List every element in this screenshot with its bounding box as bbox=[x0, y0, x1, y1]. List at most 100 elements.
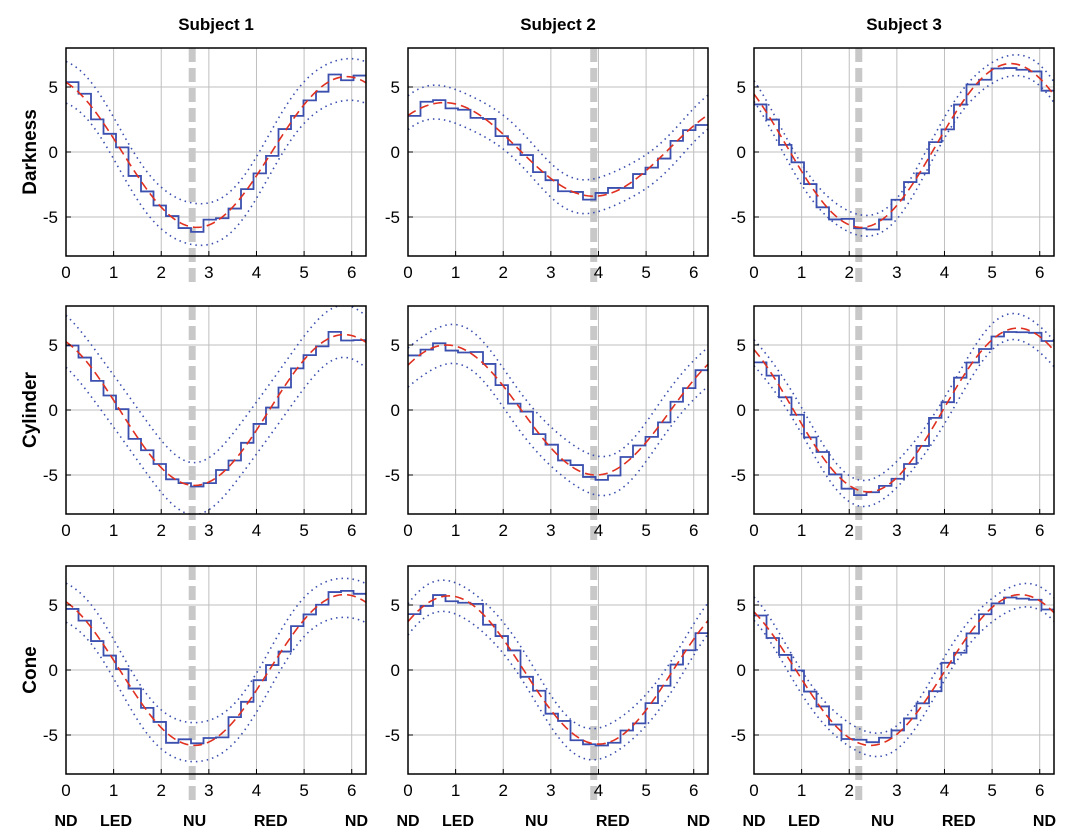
x-tick-label: 0 bbox=[403, 263, 412, 282]
x-tick-label: 3 bbox=[546, 263, 555, 282]
x-tick-label: 1 bbox=[109, 263, 118, 282]
x-tick-label: 0 bbox=[749, 781, 758, 800]
x-tick-label: 3 bbox=[892, 263, 901, 282]
panel: 0 1 2 3 4 5 6 -5 0 5 bbox=[385, 47, 709, 286]
x-tick-label: 4 bbox=[594, 781, 603, 800]
x-tick-label: 2 bbox=[157, 781, 166, 800]
panel: 0 1 2 3 4 5 6 -5 0 5 bbox=[43, 565, 367, 804]
y-tick-label: 5 bbox=[737, 596, 746, 615]
y-tick-label: 0 bbox=[391, 661, 400, 680]
fit-line bbox=[754, 593, 1054, 747]
panel: 0 1 2 3 4 5 6 -5 0 5 bbox=[731, 47, 1055, 286]
direction-label: NU bbox=[183, 813, 206, 830]
ci-lower-line bbox=[66, 356, 366, 514]
x-tick-label: 1 bbox=[451, 521, 460, 540]
x-tick-label: 5 bbox=[641, 521, 650, 540]
panel-data bbox=[754, 312, 1054, 508]
x-tick-label: 6 bbox=[689, 521, 698, 540]
x-tick-label: 0 bbox=[749, 521, 758, 540]
panel-data bbox=[408, 84, 708, 215]
y-tick-label: -5 bbox=[385, 726, 400, 745]
x-tick-label: 4 bbox=[940, 263, 949, 282]
fit-line bbox=[66, 333, 366, 487]
y-tick-label: -5 bbox=[43, 726, 58, 745]
y-tick-label: 5 bbox=[49, 336, 58, 355]
data-step-line bbox=[754, 67, 1054, 231]
x-tick-label: 6 bbox=[347, 781, 356, 800]
direction-label: ND bbox=[54, 813, 77, 830]
column-title: Subject 3 bbox=[866, 15, 942, 34]
ci-lower-line bbox=[408, 362, 708, 497]
fit-line bbox=[66, 593, 366, 747]
panel-data bbox=[754, 582, 1054, 758]
y-tick-label: 5 bbox=[49, 78, 58, 97]
x-tick-label: 0 bbox=[61, 781, 70, 800]
x-tick-label: 1 bbox=[797, 521, 806, 540]
data-step-line bbox=[408, 342, 708, 481]
direction-label: ND bbox=[396, 813, 419, 830]
direction-label: ND bbox=[1033, 813, 1056, 830]
x-tick-label: 3 bbox=[892, 521, 901, 540]
panel-data bbox=[754, 53, 1054, 238]
x-tick-label: 2 bbox=[845, 263, 854, 282]
x-tick-label: 5 bbox=[987, 781, 996, 800]
x-tick-label: 3 bbox=[546, 521, 555, 540]
y-tick-label: -5 bbox=[385, 466, 400, 485]
y-tick-label: -5 bbox=[731, 208, 746, 227]
panel-data bbox=[66, 577, 366, 763]
direction-label: ND bbox=[345, 813, 368, 830]
column-title: Subject 2 bbox=[520, 15, 596, 34]
ci-upper-line bbox=[408, 579, 708, 730]
y-tick-label: 0 bbox=[49, 661, 58, 680]
data-step-line bbox=[66, 330, 366, 488]
x-tick-label: 4 bbox=[594, 263, 603, 282]
y-tick-label: 0 bbox=[737, 143, 746, 162]
x-tick-label: 1 bbox=[109, 521, 118, 540]
ci-lower-line bbox=[66, 616, 366, 763]
direction-label: LED bbox=[442, 813, 474, 830]
y-tick-label: 5 bbox=[737, 336, 746, 355]
fit-line bbox=[754, 62, 1054, 229]
data-step-line bbox=[408, 594, 708, 747]
y-tick-label: 5 bbox=[391, 336, 400, 355]
x-tick-label: 4 bbox=[252, 263, 261, 282]
x-tick-label: 1 bbox=[797, 781, 806, 800]
x-tick-label: 3 bbox=[892, 781, 901, 800]
x-tick-label: 6 bbox=[1035, 263, 1044, 282]
fit-line bbox=[754, 327, 1054, 493]
x-tick-label: 5 bbox=[987, 521, 996, 540]
fit-line bbox=[408, 344, 708, 476]
x-tick-label: 6 bbox=[347, 263, 356, 282]
panel-data bbox=[408, 323, 708, 497]
ci-upper-line bbox=[66, 306, 366, 464]
y-tick-label: 5 bbox=[391, 596, 400, 615]
direction-label: LED bbox=[788, 813, 820, 830]
x-tick-label: 1 bbox=[797, 263, 806, 282]
direction-label: RED bbox=[596, 813, 630, 830]
y-tick-label: -5 bbox=[43, 208, 58, 227]
ci-upper-line bbox=[754, 312, 1054, 482]
column-title: Subject 1 bbox=[178, 15, 254, 34]
x-tick-label: 2 bbox=[499, 781, 508, 800]
x-tick-label: 6 bbox=[1035, 781, 1044, 800]
fit-line bbox=[408, 101, 708, 197]
fit-line bbox=[408, 595, 708, 745]
y-tick-label: -5 bbox=[385, 208, 400, 227]
x-tick-label: 0 bbox=[403, 781, 412, 800]
row-title: Cylinder bbox=[20, 371, 41, 448]
data-step-line bbox=[754, 331, 1054, 497]
y-tick-label: 5 bbox=[49, 596, 58, 615]
direction-label: NU bbox=[871, 813, 894, 830]
direction-label: RED bbox=[254, 813, 288, 830]
row-title: Darkness bbox=[20, 109, 41, 195]
ci-lower-line bbox=[754, 74, 1054, 238]
y-tick-label: 0 bbox=[737, 661, 746, 680]
data-step-line bbox=[66, 73, 366, 233]
x-tick-label: 2 bbox=[845, 781, 854, 800]
y-tick-label: 5 bbox=[391, 78, 400, 97]
panel-data bbox=[66, 306, 366, 514]
x-tick-label: 0 bbox=[61, 263, 70, 282]
ci-lower-line bbox=[66, 99, 366, 247]
x-tick-label: 5 bbox=[987, 263, 996, 282]
x-tick-label: 0 bbox=[749, 263, 758, 282]
